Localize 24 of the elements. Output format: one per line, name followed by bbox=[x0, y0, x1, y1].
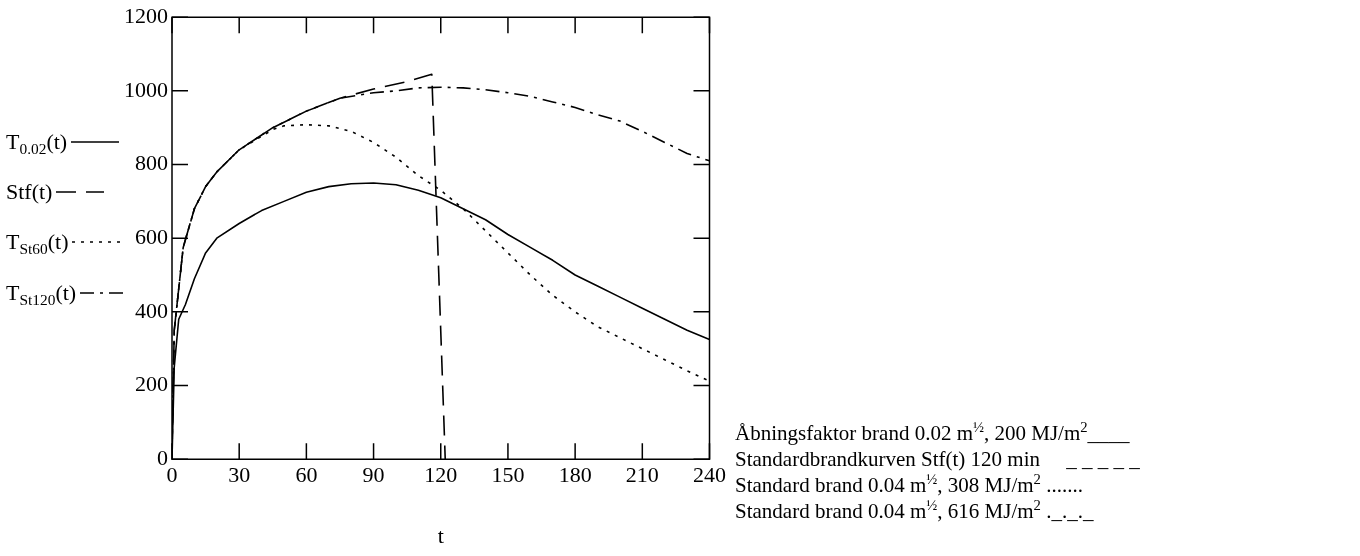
y-tick-label: 1000 bbox=[124, 76, 168, 102]
x-tick-label: 120 bbox=[424, 462, 458, 488]
x-tick-label: 240 bbox=[693, 462, 726, 488]
legend-label: Stf(t) bbox=[6, 179, 53, 205]
y-tick-label: 0 bbox=[157, 444, 168, 470]
legend-label: T$_{St60}$(t) bbox=[6, 229, 69, 258]
y-tick-label: 1200 bbox=[124, 2, 168, 28]
x-axis-title: t bbox=[437, 522, 444, 548]
x-tick-label: 180 bbox=[558, 462, 592, 488]
x-tick-label: 210 bbox=[625, 462, 659, 488]
y-tick-label: 600 bbox=[135, 223, 168, 249]
legend-label: T$_{0.02}$(t) bbox=[6, 129, 68, 158]
y-tick-label: 400 bbox=[135, 297, 168, 323]
text: Åbningsfaktor brand 0.02 m$^{½}$, 200 MJ/m$^{2}$____ bbox=[735, 419, 1131, 446]
legend-label: T$_{St120}$(t) bbox=[6, 279, 77, 308]
text: Standardbrandkurven Stf(t) 120 min _ _ _ _ _ bbox=[735, 446, 1140, 472]
text: Standard brand 0.04 m$^{½}$, 308 MJ/m$^{2}$ ....... bbox=[735, 471, 1084, 498]
x-tick-label: 60 bbox=[295, 462, 318, 488]
y-tick-label: 800 bbox=[135, 150, 168, 176]
y-tick-label: 200 bbox=[135, 371, 168, 397]
x-tick-label: 90 bbox=[362, 462, 385, 488]
x-tick-label: 30 bbox=[228, 462, 251, 488]
x-tick-label: 150 bbox=[491, 462, 525, 488]
text: Standard brand 0.04 m$^{½}$, 616 MJ/m$^{2}$ ._._._ bbox=[735, 497, 1095, 524]
